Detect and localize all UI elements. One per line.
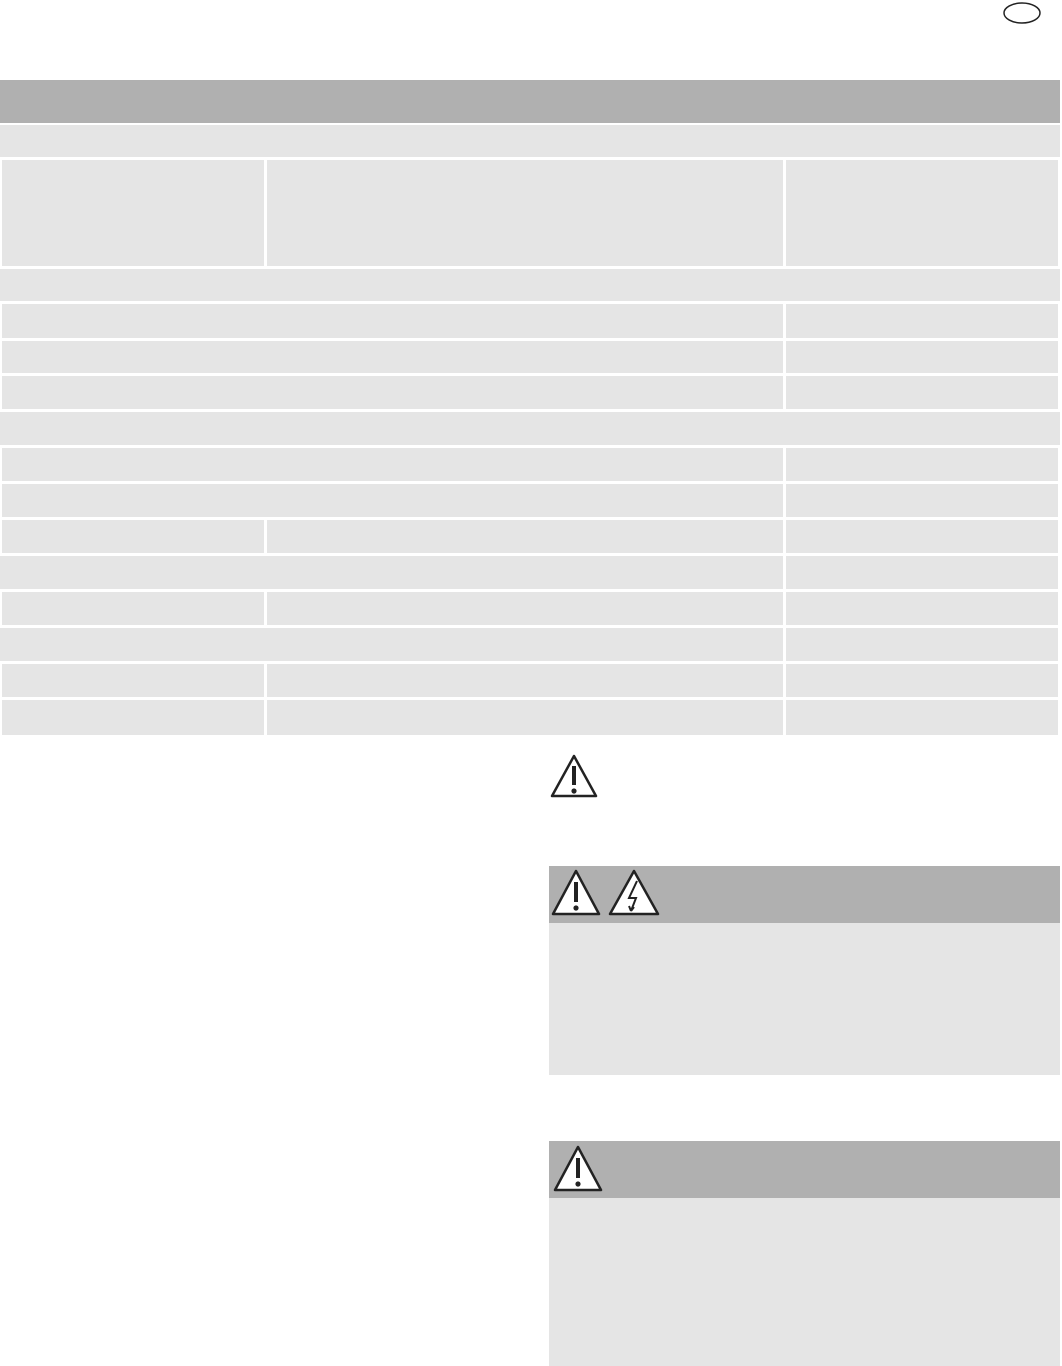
table-cell — [786, 700, 1058, 735]
table-cell — [2, 341, 783, 373]
table-cell — [786, 376, 1058, 409]
warning-box-body — [549, 923, 1060, 1075]
table-cell — [2, 160, 264, 266]
table-cell — [2, 484, 783, 517]
table-cell — [786, 341, 1058, 373]
warning-icon — [550, 754, 598, 798]
table-cell — [786, 484, 1058, 517]
table-cell — [2, 520, 264, 553]
table-cell — [786, 448, 1058, 481]
table-cell — [786, 304, 1058, 338]
table-cell — [0, 125, 1060, 157]
table-cell — [2, 304, 783, 338]
table-cell — [267, 160, 783, 266]
table-cell — [267, 592, 783, 625]
warning-icons — [551, 869, 660, 916]
table-cell — [786, 160, 1058, 266]
table-cell — [2, 592, 264, 625]
warning-icon — [553, 1145, 603, 1192]
table-cell — [0, 269, 1060, 301]
table-cell — [267, 664, 783, 697]
table-cell — [786, 628, 1058, 661]
table-cell — [0, 412, 1060, 445]
table-cell — [2, 448, 783, 481]
table-cell — [2, 664, 264, 697]
table-header — [0, 80, 1060, 123]
table-cell — [786, 592, 1058, 625]
table-cell — [786, 520, 1058, 553]
table-cell — [0, 556, 783, 589]
table-cell — [267, 700, 783, 735]
table-cell — [786, 664, 1058, 697]
warning-box-header — [549, 1141, 1060, 1198]
table-cell — [2, 376, 783, 409]
table-cell — [786, 556, 1058, 589]
table-cell — [2, 700, 264, 735]
table-cell — [0, 628, 783, 661]
table-cell — [267, 520, 783, 553]
warning-box-body — [549, 1198, 1060, 1366]
language-badge — [1003, 2, 1041, 24]
